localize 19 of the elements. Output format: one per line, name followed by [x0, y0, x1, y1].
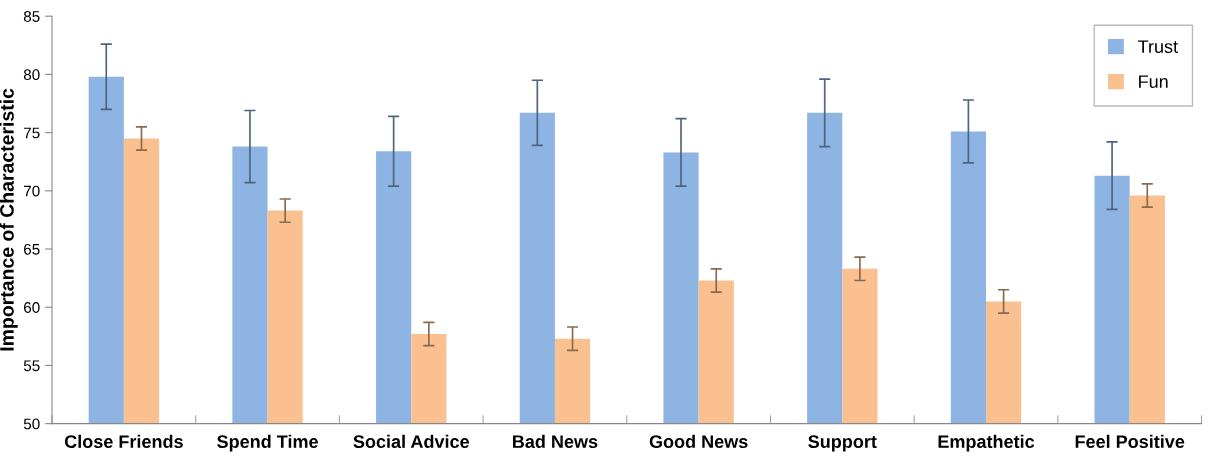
- legend-label: Trust: [1138, 40, 1178, 54]
- y-axis-title: Importance of Characteristic: [0, 88, 18, 351]
- y-tick-label: 55: [23, 360, 40, 372]
- y-tick-label: 65: [24, 243, 40, 255]
- legend-label: Fun: [1139, 75, 1168, 89]
- y-tick-label: 70: [24, 185, 40, 197]
- x-tick-label: Empathetic: [938, 434, 1035, 452]
- y-tick-label: 85: [23, 11, 40, 22]
- x-tick-label: Bad News: [513, 434, 598, 449]
- x-tick-label: Good News: [649, 434, 748, 449]
- y-tick-label: 80: [23, 69, 40, 81]
- y-tick-label: 60: [24, 302, 40, 313]
- x-tick-label: Spend Time: [217, 434, 318, 452]
- x-tick-label: Close Friends: [64, 434, 183, 449]
- y-tick-label: 75: [24, 127, 40, 139]
- x-tick-label: Support: [808, 435, 877, 452]
- y-tick-label: 50: [23, 418, 40, 430]
- x-tick-label: Social Advice: [353, 434, 469, 449]
- x-tick-label: Feel Positive: [1075, 434, 1185, 449]
